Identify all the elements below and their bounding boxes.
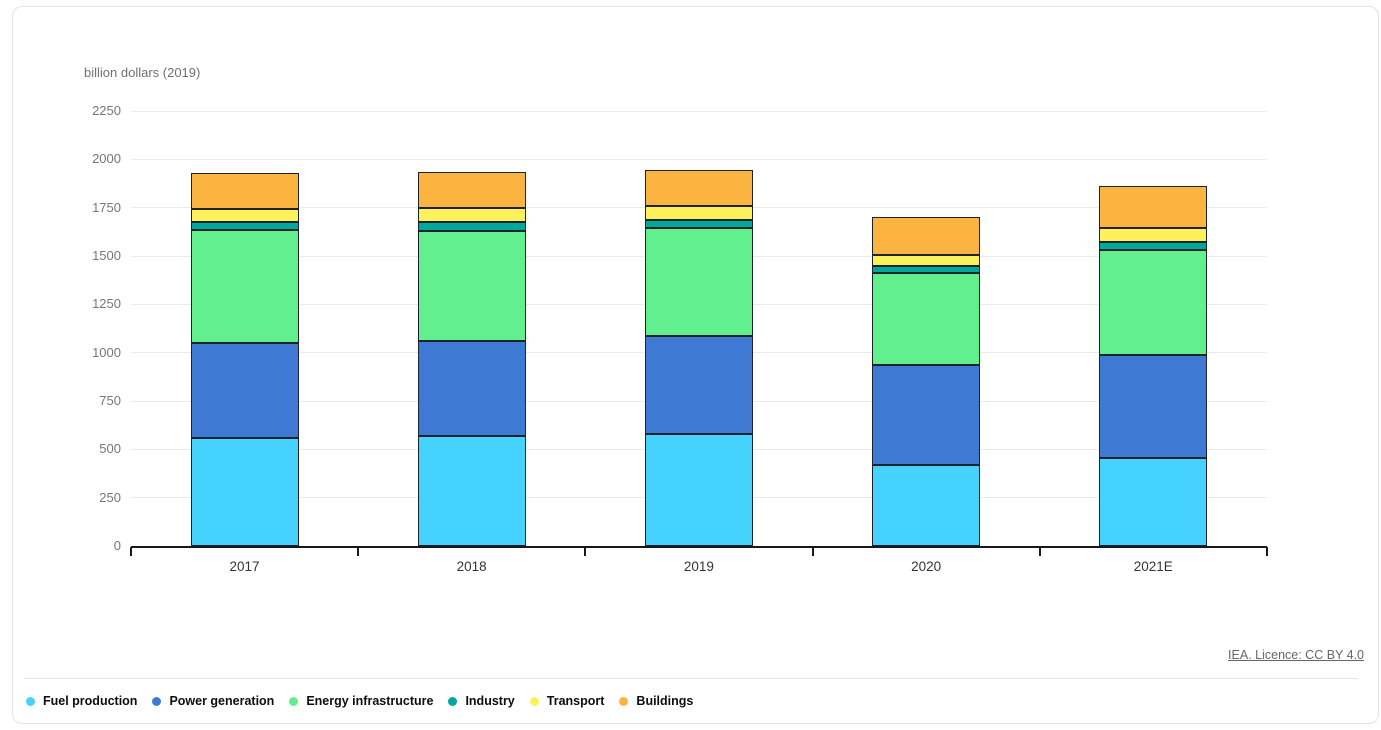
bar-segment-transport[interactable] <box>417 208 526 222</box>
legend-divider <box>25 678 1358 679</box>
source-licence-link[interactable]: IEA. Licence: CC BY 4.0 <box>1228 648 1364 662</box>
bar-segment-buildings[interactable] <box>417 172 526 209</box>
x-axis-label: 2021E <box>1133 559 1173 574</box>
legend-label: Industry <box>465 694 515 708</box>
legend-item-fuel-production[interactable]: Fuel production <box>26 694 137 708</box>
legend-dot-icon <box>619 696 629 706</box>
legend-item-industry[interactable]: Industry <box>448 694 515 708</box>
y-axis-unit-label: billion dollars (2019) <box>84 65 201 80</box>
legend-item-energy-infrastructure[interactable]: Energy infrastructure <box>289 694 433 708</box>
bar-segment-industry[interactable] <box>645 219 753 228</box>
x-axis-tick <box>811 547 814 556</box>
bar-segment-power-generation[interactable] <box>872 365 981 465</box>
bar-segment-energy-infrastructure[interactable] <box>645 228 753 336</box>
bar-segment-fuel-production[interactable] <box>190 438 299 546</box>
stacked-bar-2018 <box>417 172 526 546</box>
bar-segment-power-generation[interactable] <box>190 343 299 439</box>
legend-item-buildings[interactable]: Buildings <box>619 694 693 708</box>
bar-segment-industry[interactable] <box>872 266 981 273</box>
x-axis-tick <box>130 547 132 556</box>
legend-label: Transport <box>546 694 605 708</box>
bar-segment-industry[interactable] <box>1099 241 1208 250</box>
bar-segment-buildings[interactable] <box>645 170 753 207</box>
legend-label: Power generation <box>169 694 275 708</box>
legend-dot-icon <box>26 696 35 706</box>
bar-segment-buildings[interactable] <box>190 173 299 209</box>
bar-segment-fuel-production[interactable] <box>1099 458 1208 546</box>
stacked-bar-2021e <box>1099 185 1208 546</box>
legend-label: Fuel production <box>43 694 138 708</box>
legend-dot-icon <box>529 696 539 706</box>
y-axis-tick-label: 2000 <box>92 151 121 167</box>
y-axis-tick-label: 1250 <box>92 296 121 312</box>
x-axis-tick <box>357 547 360 556</box>
y-axis-tick-label: 1000 <box>92 344 121 360</box>
bar-segment-power-generation[interactable] <box>417 341 526 436</box>
stacked-bar-2019 <box>645 170 753 546</box>
bar-segment-buildings[interactable] <box>872 217 981 256</box>
y-axis-tick-label: 1500 <box>92 248 121 263</box>
bar-segment-power-generation[interactable] <box>1099 354 1208 459</box>
y-axis-tick-label: 0 <box>113 538 121 553</box>
bar-segment-buildings[interactable] <box>1099 185 1208 228</box>
y-axis-tick-label: 500 <box>99 441 121 457</box>
x-axis-tick <box>584 547 587 556</box>
y-axis-tick-labels: 0 250 500 750 1000 1250 1500 1750 2000 2250 <box>33 103 121 553</box>
bar-segment-energy-infrastructure[interactable] <box>1099 249 1208 355</box>
stacked-bar-2020 <box>872 217 981 546</box>
x-axis-label: 2017 <box>229 559 260 574</box>
bar-segment-transport[interactable] <box>190 208 299 223</box>
chart-legend: Fuel production Power generation Energy in… <box>26 694 693 708</box>
legend-label: Energy infrastructure <box>306 694 434 708</box>
plot-area: 2017 2018 2019 2020 2021E <box>130 110 1268 574</box>
y-axis-tick-label: 2250 <box>92 103 121 118</box>
y-axis-tick-label: 250 <box>99 489 121 505</box>
legend-dot-icon <box>152 696 162 706</box>
bar-segment-energy-infrastructure[interactable] <box>190 230 299 344</box>
bar-segment-energy-infrastructure[interactable] <box>417 230 526 342</box>
stacked-bar-2017 <box>190 173 299 546</box>
x-axis-tick <box>1038 547 1041 556</box>
bar-segment-transport[interactable] <box>645 206 753 220</box>
bar-segment-transport[interactable] <box>1099 227 1208 242</box>
gridline <box>131 110 1267 112</box>
legend-item-power-generation[interactable]: Power generation <box>152 694 274 708</box>
y-axis-tick-label: 750 <box>99 393 121 408</box>
bar-segment-fuel-production[interactable] <box>872 464 981 546</box>
legend-item-transport[interactable]: Transport <box>529 694 605 708</box>
legend-dot-icon <box>289 696 299 706</box>
legend-dot-icon <box>448 696 458 706</box>
bar-segment-industry[interactable] <box>417 221 526 231</box>
bar-segment-energy-infrastructure[interactable] <box>872 272 981 366</box>
x-axis-label: 2018 <box>456 559 487 574</box>
x-axis-tick <box>1266 547 1268 556</box>
chart-card: billion dollars (2019) 0 250 500 750 1000 125… <box>12 6 1379 724</box>
legend-label: Buildings <box>636 694 694 708</box>
bar-segment-fuel-production[interactable] <box>417 435 526 546</box>
x-axis-label: 2020 <box>911 559 942 574</box>
bar-segment-transport[interactable] <box>872 255 981 267</box>
bar-segment-fuel-production[interactable] <box>645 433 753 546</box>
bar-segment-power-generation[interactable] <box>645 335 753 434</box>
y-axis-tick-label: 1750 <box>92 199 121 215</box>
x-axis-label: 2019 <box>683 559 714 574</box>
gridline <box>131 158 1267 160</box>
bar-segment-industry[interactable] <box>190 222 299 231</box>
